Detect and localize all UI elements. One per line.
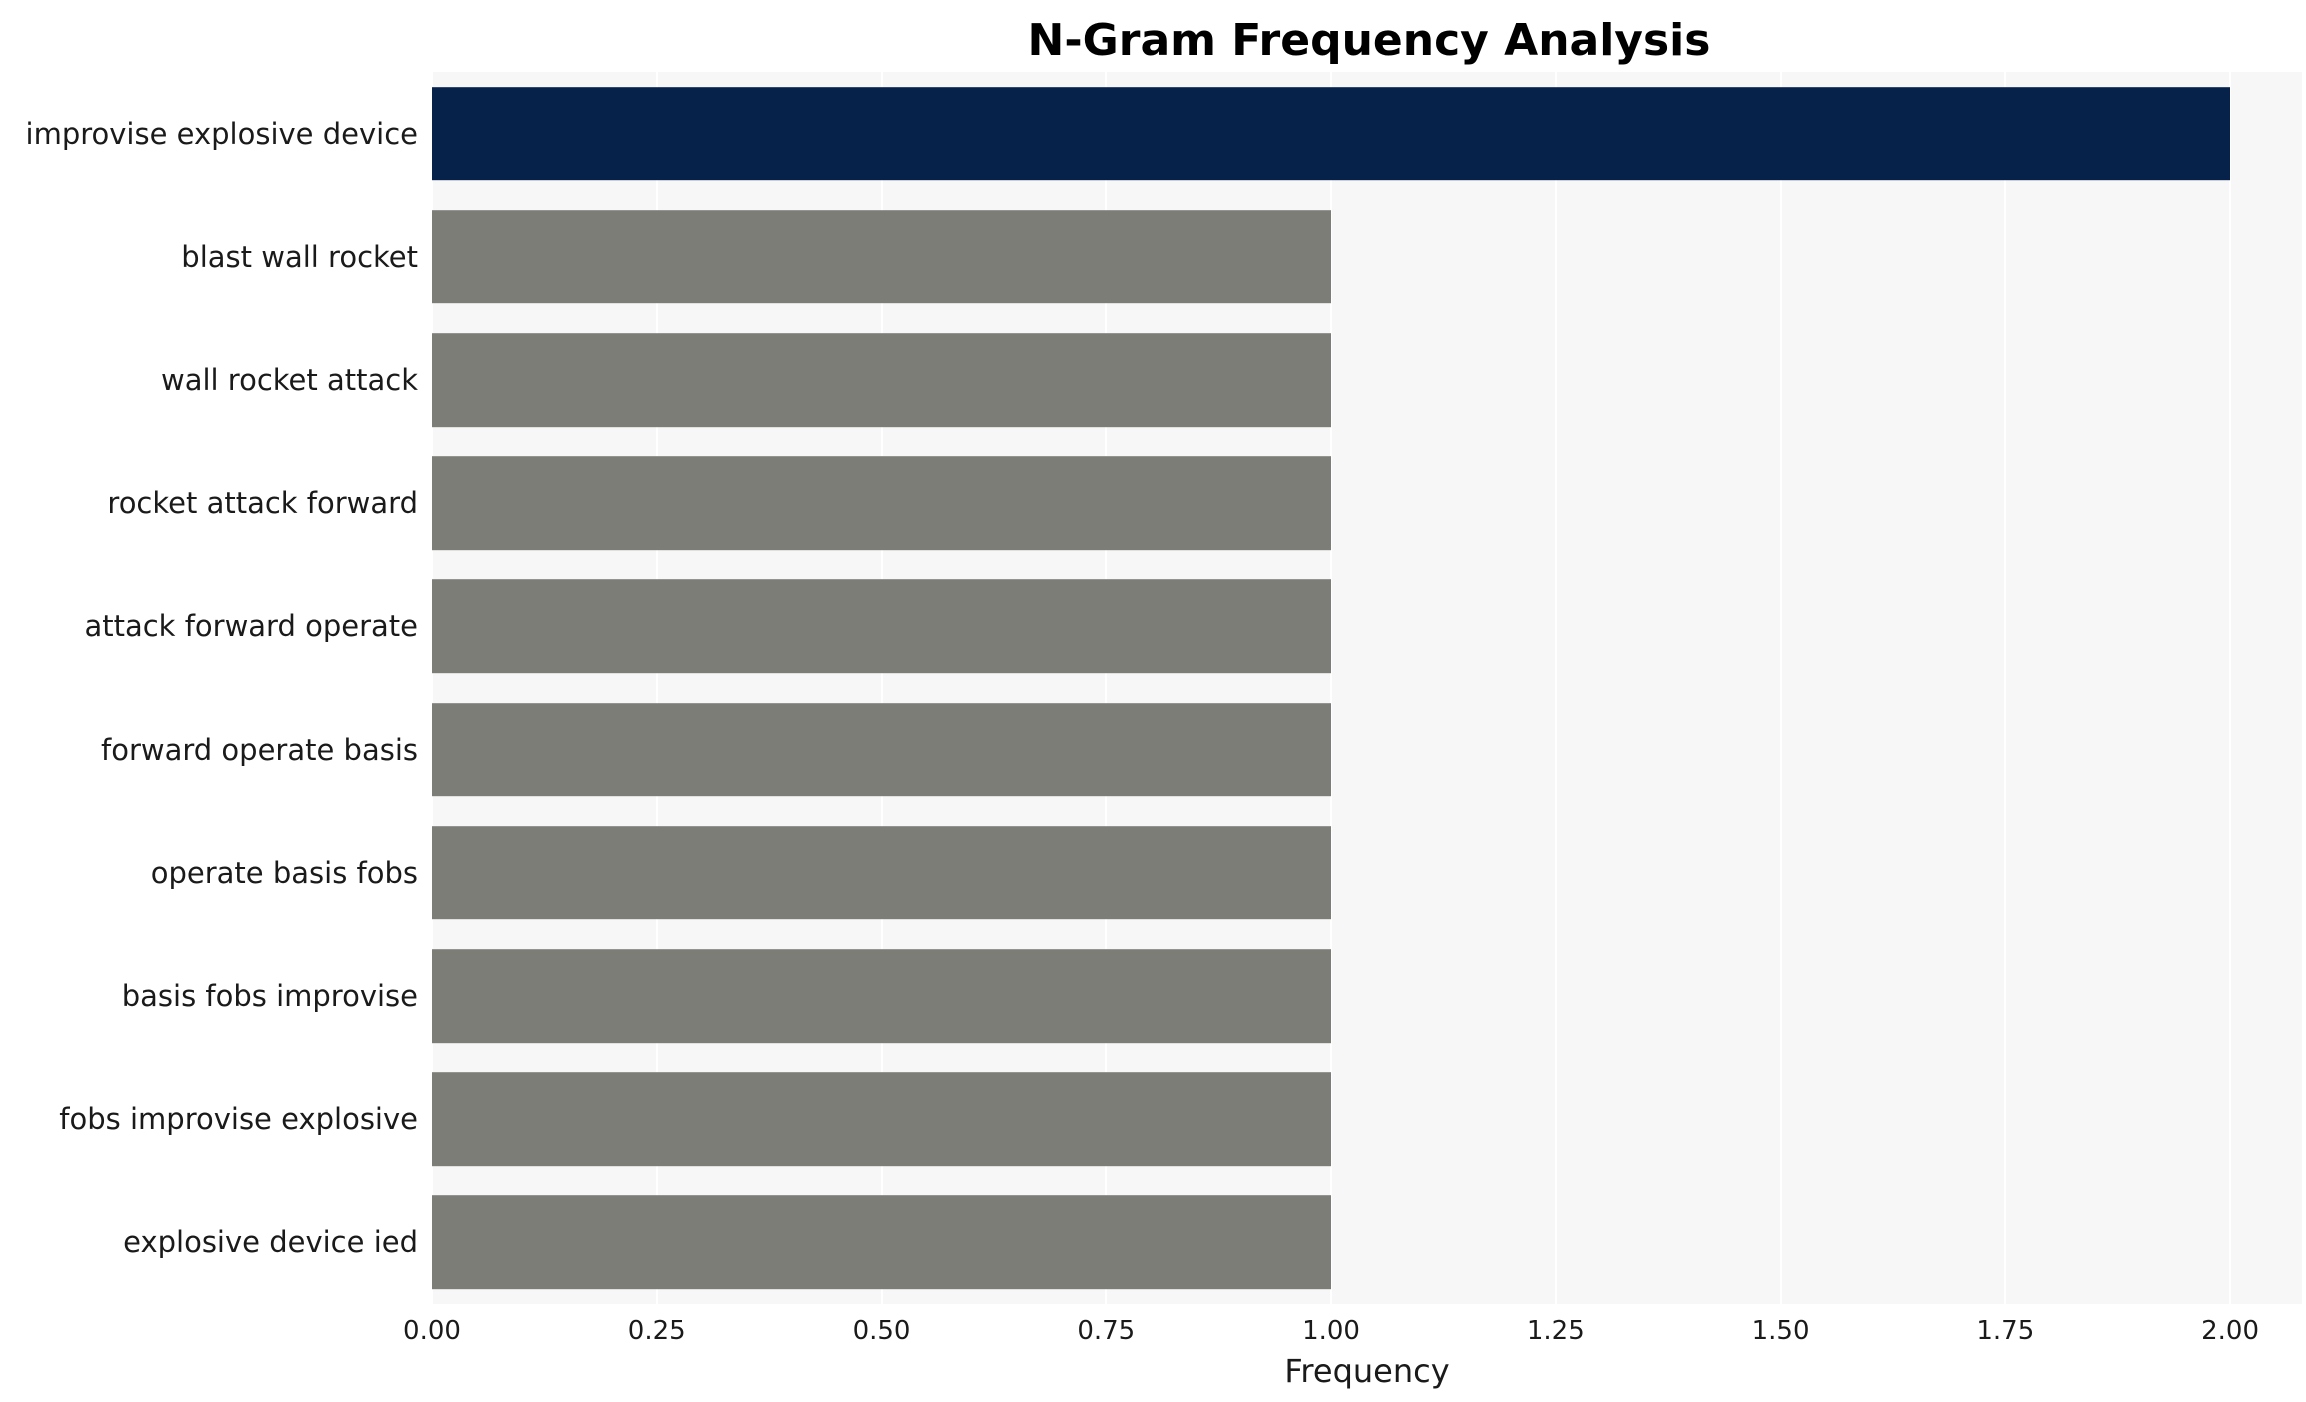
bar: [432, 579, 1332, 674]
bar-track: [432, 442, 2302, 565]
bar-track: [432, 318, 2302, 441]
category-label: basis fobs improvise: [121, 979, 418, 1014]
bar: [432, 333, 1332, 427]
gridline: [655, 72, 658, 1304]
x-tick-label: 1.50: [1751, 1316, 1810, 1346]
bar-row: blast wall rocket: [0, 195, 2302, 318]
x-axis: 0.00 0.25 0.50 0.75 1.00 1.25 1.50 1.75 2.00: [403, 1304, 2302, 1350]
bar: [432, 826, 1332, 920]
category-label: forward operate basis: [101, 732, 418, 767]
gridline: [1779, 72, 1782, 1304]
x-tick-label: 1.75: [1976, 1316, 2035, 1346]
chart-title: N-Gram Frequency Analysis: [1027, 15, 1711, 66]
category-label: blast wall rocket: [181, 239, 418, 274]
bar: [432, 949, 1332, 1043]
gridline: [880, 72, 883, 1304]
bar-track: [432, 72, 2302, 195]
bar-track: [432, 811, 2302, 934]
category-label: fobs improvise explosive: [59, 1102, 418, 1137]
bar-row: fobs improvise explosive: [0, 1058, 2302, 1181]
bar-track: [432, 934, 2302, 1057]
gridline: [431, 72, 433, 1304]
category-label: wall rocket attack: [160, 363, 418, 397]
bar-track: [432, 565, 2302, 688]
bar-rows: improvise explosive device blast wall roc…: [0, 72, 2302, 1304]
bar-row: explosive device ied: [0, 1181, 2302, 1304]
x-tick-label: 2.00: [2201, 1316, 2260, 1346]
bar-row: rocket attack forward: [0, 442, 2302, 565]
x-axis-label: Frequency: [1284, 1352, 1450, 1390]
gridline: [1105, 72, 1108, 1304]
x-tick-label: 0.50: [852, 1316, 911, 1346]
bar: [432, 702, 1332, 797]
category-label: improvise explosive device: [25, 116, 418, 151]
gridline: [2229, 72, 2232, 1304]
bar: [432, 86, 2231, 181]
x-tick-label: 0.75: [1077, 1316, 1136, 1346]
x-tick-label: 1.00: [1302, 1316, 1360, 1346]
bar-track: [432, 195, 2302, 318]
x-tick-label: 0.00: [403, 1316, 461, 1346]
bar-row: improvise explosive device: [0, 72, 2302, 195]
bar: [432, 1195, 1332, 1290]
bar-row: forward operate basis: [0, 688, 2302, 811]
bar: [432, 209, 1332, 304]
gridline: [2004, 72, 2007, 1304]
bar-track: [432, 688, 2302, 811]
x-tick-label: 0.25: [627, 1316, 686, 1346]
bar-row: wall rocket attack: [0, 318, 2302, 441]
bar-row: attack forward operate: [0, 565, 2302, 688]
bar-row: basis fobs improvise: [0, 934, 2302, 1057]
bar-row: operate basis fobs: [0, 811, 2302, 934]
gridline: [1330, 72, 1333, 1304]
gridline: [1554, 72, 1557, 1304]
bar: [432, 1072, 1332, 1167]
chart-body: improvise explosive device blast wall roc…: [0, 72, 2306, 1304]
bar: [432, 456, 1332, 551]
bar-track: [432, 1181, 2302, 1304]
category-label: attack forward operate: [84, 609, 418, 644]
x-tick-label: 1.25: [1526, 1316, 1585, 1346]
bar-track: [432, 1058, 2302, 1181]
category-label: explosive device ied: [123, 1225, 418, 1260]
category-label: operate basis fobs: [150, 855, 418, 890]
category-label: rocket attack forward: [107, 486, 418, 521]
